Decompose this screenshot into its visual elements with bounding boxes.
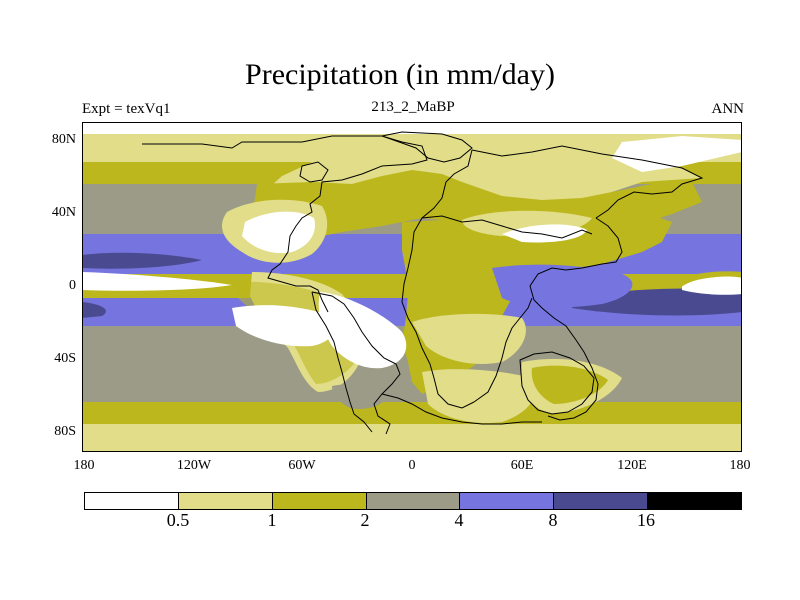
period-label: 213_2_MaBP xyxy=(371,99,455,115)
coastline-australia xyxy=(519,351,595,415)
lon-tick-120e: 120E xyxy=(617,458,647,473)
north-american-dry-white xyxy=(242,211,316,254)
map-frame xyxy=(82,122,742,452)
colorbar-swatch-3 xyxy=(366,493,461,509)
lat-tick-40n: 40N xyxy=(51,205,76,220)
lon-tick-180w: 180 xyxy=(73,458,95,473)
olive-around-east-tongue xyxy=(667,271,742,288)
precipitation-map xyxy=(82,122,742,452)
north-continent-pale xyxy=(262,134,702,230)
band-polar-north xyxy=(82,122,742,134)
lat-tick-0: 0 xyxy=(69,278,76,293)
band-south-pale xyxy=(82,424,742,452)
page-title: Precipitation (in mm/day) xyxy=(245,58,555,91)
colorbar-swatch-5 xyxy=(554,493,649,509)
lon-tick-60w: 60W xyxy=(288,458,316,473)
colorbar xyxy=(84,492,742,510)
coastline-europe xyxy=(401,149,475,409)
coastline-mediterranean xyxy=(421,215,593,239)
colorbar-label-4: 4 xyxy=(454,510,464,530)
colorbar-swatch-0 xyxy=(85,493,179,509)
coastline-eurasia-north xyxy=(471,145,704,219)
lat-tick-80n: 80N xyxy=(51,132,76,147)
colorbar-swatch-2 xyxy=(272,493,367,509)
coastline-hudson xyxy=(299,161,329,183)
colorbar-label-8: 8 xyxy=(548,510,558,530)
coastline-north-america xyxy=(142,135,428,313)
colorbar-label-0-5: 0.5 xyxy=(166,510,190,530)
north-arctic-white xyxy=(612,136,742,172)
indian-ocean-blue xyxy=(492,264,633,308)
experiment-label: Expt = texVq1 xyxy=(82,101,171,117)
asian-interior-white xyxy=(502,224,587,243)
south-pacific-white xyxy=(232,305,336,347)
coastline-south-america-west xyxy=(311,291,373,433)
colorbar-swatch-6 xyxy=(648,493,742,509)
band-south-olive xyxy=(82,402,742,424)
white-equatorial-tongue-west xyxy=(82,272,232,291)
coastline-asia-south xyxy=(529,217,623,421)
colorbar-swatch-1 xyxy=(178,493,273,509)
colorbar-label-2: 2 xyxy=(360,510,370,530)
season-label: ANN xyxy=(711,101,745,117)
colorbar-label-16: 16 xyxy=(637,510,655,530)
lat-tick-40s: 40S xyxy=(54,351,76,366)
white-equatorial-tongue-east xyxy=(682,276,742,295)
dark-blue-tongue-west xyxy=(82,252,202,269)
southern-africa-pale xyxy=(422,369,536,424)
lat-tick-80s: 80S xyxy=(54,424,76,439)
colorbar-label-1: 1 xyxy=(267,510,277,530)
lon-tick-0: 0 xyxy=(408,458,416,473)
coastline-greenland xyxy=(380,131,473,163)
australia-olive xyxy=(531,365,608,404)
african-sahel-pale xyxy=(412,313,526,365)
lon-tick-180e: 180 xyxy=(729,458,751,473)
colorbar-swatch-4 xyxy=(460,493,555,509)
lon-tick-120w: 120W xyxy=(176,458,212,473)
coastline-east-africa xyxy=(473,297,533,403)
lon-tick-60e: 60E xyxy=(510,458,534,473)
south-america-white-core xyxy=(318,292,407,369)
dark-blue-sw xyxy=(82,302,106,318)
coastline-south-tip xyxy=(381,393,542,425)
coastline-south-america xyxy=(311,291,401,435)
